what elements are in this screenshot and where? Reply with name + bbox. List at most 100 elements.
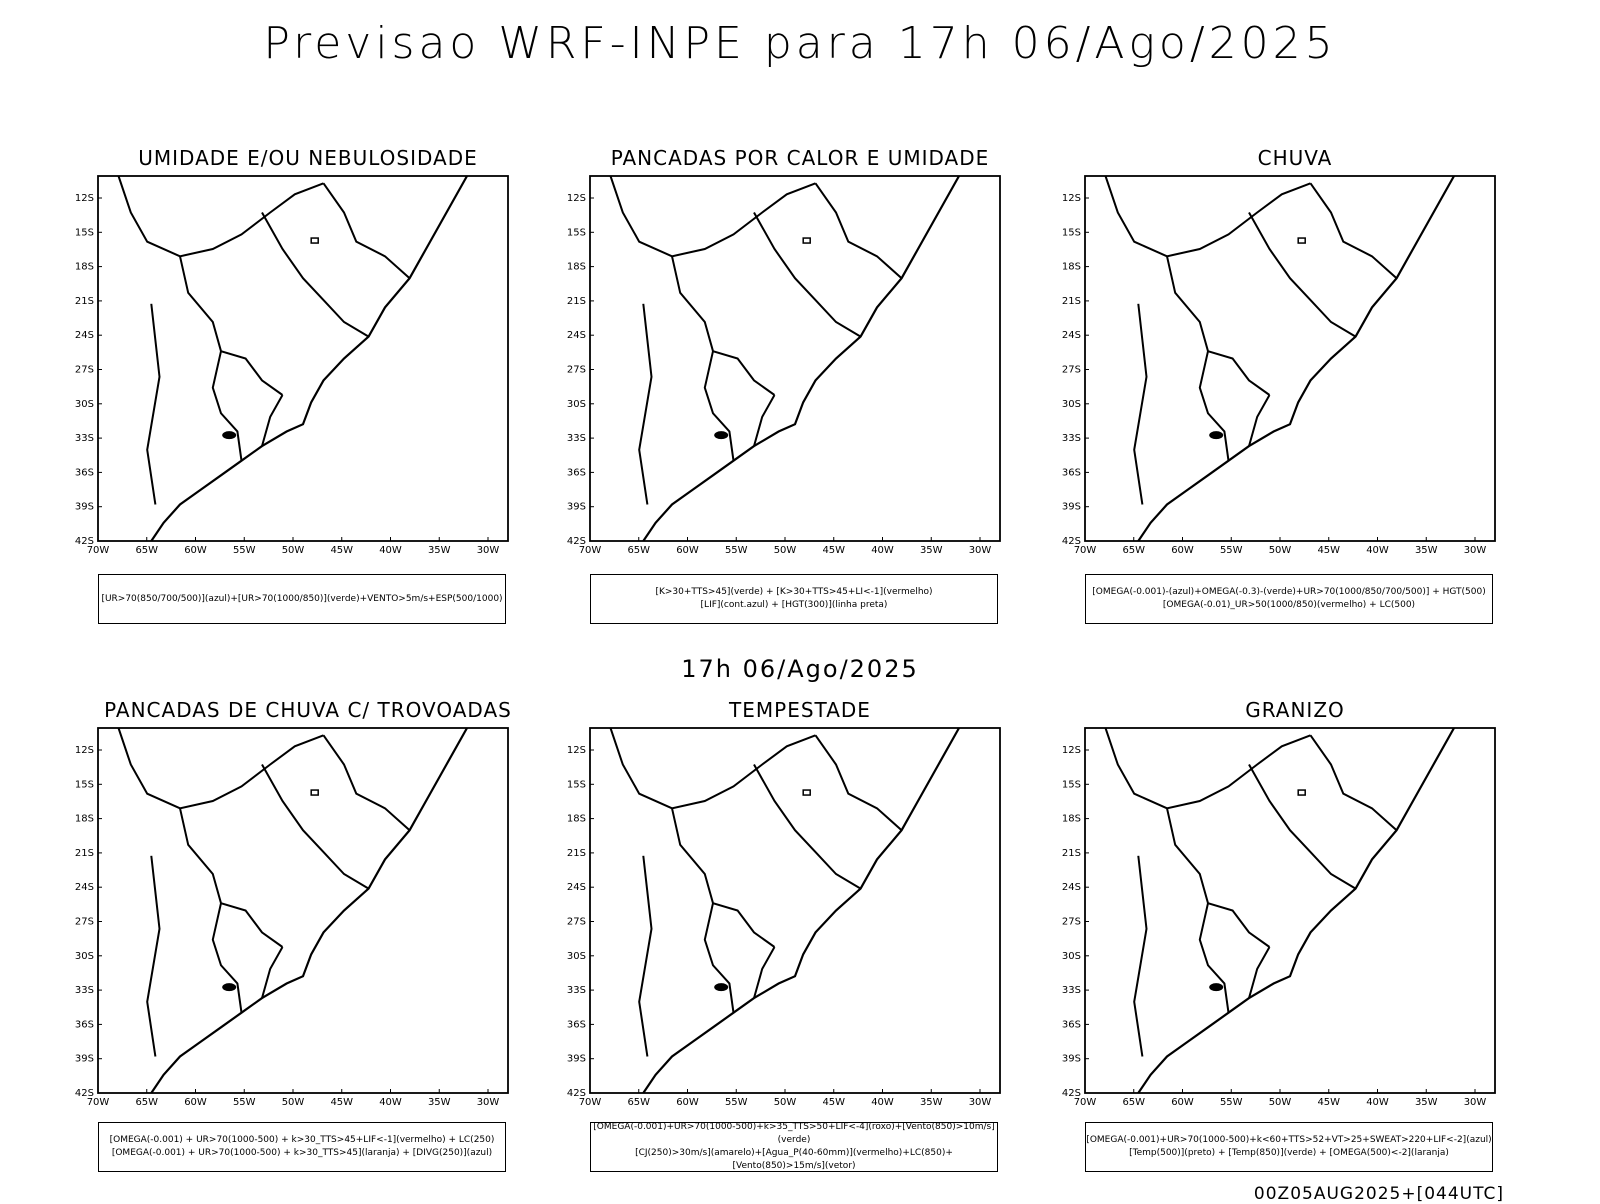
lat-tick-label: 21S xyxy=(1062,848,1081,859)
lat-tick-label: 12S xyxy=(1062,193,1081,204)
map-background xyxy=(590,176,1000,541)
country-border xyxy=(753,946,776,999)
lon-tick-label: 55W xyxy=(233,545,256,556)
country-border xyxy=(261,946,284,999)
lat-tick-label: 21S xyxy=(567,848,586,859)
map-background xyxy=(98,176,508,541)
lat-tick-label: 27S xyxy=(1062,917,1081,928)
lon-tick-label: 50W xyxy=(774,1097,797,1108)
lat-tick-label: 36S xyxy=(567,467,586,478)
lon-tick-label: 45W xyxy=(1317,1097,1340,1108)
lat-tick-label: 15S xyxy=(1062,227,1081,238)
lat-tick-label: 27S xyxy=(1062,365,1081,376)
map-umidade: 1012101210121012101610161020102010241024… xyxy=(75,175,509,556)
map-frame xyxy=(97,727,509,1094)
country-border xyxy=(814,734,903,831)
legend-line: [Temp(500)](preto) + [Temp(850)](verde) … xyxy=(1129,1148,1449,1158)
country-border xyxy=(753,394,776,447)
lat-tick-label: 12S xyxy=(1062,745,1081,756)
country-border xyxy=(1248,764,1357,890)
country-border xyxy=(609,175,816,258)
lon-tick-label: 40W xyxy=(1366,545,1389,556)
lat-tick-label: 33S xyxy=(567,433,586,444)
lat-tick-label: 33S xyxy=(567,985,586,996)
lake xyxy=(714,431,729,440)
lon-tick-label: 55W xyxy=(725,1097,748,1108)
country-border xyxy=(146,303,161,505)
country-border xyxy=(211,350,243,461)
country-border xyxy=(703,902,735,1013)
country-border xyxy=(1309,734,1398,831)
country-border xyxy=(638,855,653,1057)
lon-tick-label: 40W xyxy=(379,545,402,556)
panel-title: PANCADAS DE CHUVA C/ TROVOADAS xyxy=(104,698,512,722)
lat-tick-label: 27S xyxy=(75,917,94,928)
lon-tick-label: 60W xyxy=(1171,545,1194,556)
lon-tick-label: 35W xyxy=(1415,1097,1438,1108)
lat-tick-label: 36S xyxy=(567,1019,586,1030)
map-background xyxy=(1085,728,1495,1093)
lon-tick-label: 30W xyxy=(969,1097,992,1108)
run-timestamp-footer: 00Z05AUG2025+[044UTC] xyxy=(1253,1184,1504,1204)
lon-tick-label: 35W xyxy=(1415,545,1438,556)
lon-tick-label: 60W xyxy=(676,1097,699,1108)
lat-tick-label: 39S xyxy=(1062,1054,1081,1065)
lake xyxy=(1209,983,1224,992)
lon-tick-label: 55W xyxy=(1220,545,1243,556)
legend-line: [LIF](cont.azul) + [HGT(300)](linha pret… xyxy=(700,600,888,610)
lon-tick-label: 40W xyxy=(379,1097,402,1108)
lon-tick-label: 40W xyxy=(871,1097,894,1108)
country-border xyxy=(814,182,903,279)
lat-tick-label: 18S xyxy=(75,814,94,825)
coastline xyxy=(1137,175,1455,542)
lon-tick-label: 40W xyxy=(1366,1097,1389,1108)
country-border xyxy=(1248,212,1357,338)
lon-tick-label: 50W xyxy=(1269,1097,1292,1108)
lake xyxy=(310,789,319,796)
lat-tick-label: 12S xyxy=(75,193,94,204)
lon-tick-label: 35W xyxy=(428,1097,451,1108)
lat-tick-label: 39S xyxy=(75,1054,94,1065)
map-granizo: -15-12-18-18-21-21-24-24-1512S15S18S21S2… xyxy=(1062,727,1496,1108)
lat-tick-label: 18S xyxy=(75,262,94,273)
lon-tick-label: 45W xyxy=(1317,545,1340,556)
lake xyxy=(1209,431,1224,440)
lat-tick-label: 42S xyxy=(75,536,94,547)
panel-umidade: UMIDADE E/OU NEBULOSIDADE 10121012101210… xyxy=(58,146,558,626)
lat-tick-label: 33S xyxy=(1062,985,1081,996)
panel-title: PANCADAS POR CALOR E UMIDADE xyxy=(610,146,990,170)
lat-tick-label: 24S xyxy=(75,882,94,893)
lat-tick-label: 39S xyxy=(567,502,586,513)
coastline xyxy=(1137,727,1455,1094)
lat-tick-label: 36S xyxy=(75,1019,94,1030)
legend-line: [OMEGA(-0.01)_UR>50(1000/850)(vermelho) … xyxy=(1162,600,1416,610)
lat-tick-label: 18S xyxy=(567,814,586,825)
panel-trovoadas: PANCADAS DE CHUVA C/ TROVOADAS 12S 15S 18S… xyxy=(58,698,558,1178)
map-frame xyxy=(1084,175,1496,542)
legend-line: [UR>70(850/700/500)](azul)+[UR>70(1000/8… xyxy=(101,593,503,604)
country-border xyxy=(1198,902,1230,1013)
lon-tick-label: 35W xyxy=(920,545,943,556)
lat-tick-label: 30S xyxy=(75,399,94,410)
lon-tick-label: 50W xyxy=(774,545,797,556)
lat-tick-label: 18S xyxy=(1062,262,1081,273)
lat-tick-label: 15S xyxy=(75,227,94,238)
legend-line: [OMEGA(-0.001) + UR>70(1000-500) + k>30_… xyxy=(109,1135,495,1145)
lon-tick-label: 65W xyxy=(135,1097,158,1108)
country-border xyxy=(211,902,243,1013)
lat-tick-label: 27S xyxy=(567,365,586,376)
panel-chuva: CHUVA 5825825795795765735705675645615585… xyxy=(1045,146,1545,626)
lat-tick-label: 42S xyxy=(1062,1088,1081,1099)
forecast-time-subtitle: 17h 06/Ago/2025 xyxy=(681,655,919,683)
lon-tick-label: 60W xyxy=(1171,1097,1194,1108)
country-border xyxy=(638,303,653,505)
panel-title: CHUVA xyxy=(1257,146,1333,170)
lat-tick-label: 18S xyxy=(567,262,586,273)
lon-tick-label: 45W xyxy=(822,545,845,556)
map-frame xyxy=(589,175,1001,542)
lat-tick-label: 30S xyxy=(75,951,94,962)
panel-tempestade: TEMPESTADE 12S 15S 18S 21S 24S 27S 30S 33S 36S 39… xyxy=(550,698,1050,1178)
lat-tick-label: 30S xyxy=(567,951,586,962)
lon-tick-label: 30W xyxy=(1464,1097,1487,1108)
